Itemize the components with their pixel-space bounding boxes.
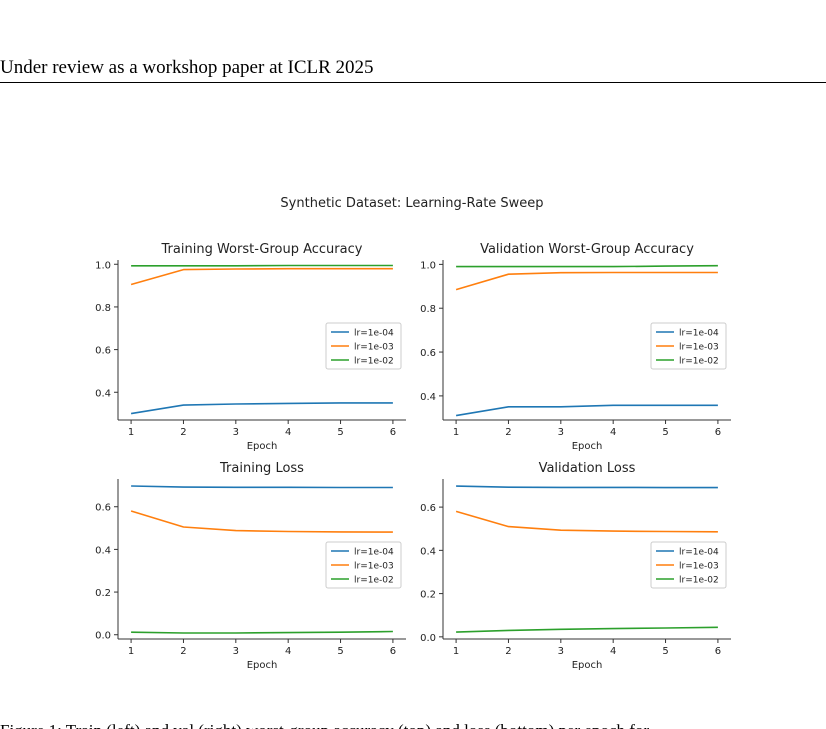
panel-title: Training Loss [219,461,304,476]
legend-label: lr=1e-02 [354,357,394,367]
legend-label: lr=1e-03 [679,343,719,353]
series-line-lr=1e-04 [456,485,718,489]
x-axis-label: Epoch [572,660,603,671]
x-axis-label: Epoch [572,441,603,452]
x-axis-label: Epoch [247,441,278,452]
legend-label: lr=1e-03 [679,562,719,572]
panel-title: Validation Loss [539,461,636,476]
x-tick-label: 2 [180,646,186,657]
x-tick-label: 1 [128,646,134,657]
y-tick-label: 0.8 [420,304,436,315]
y-tick-label: 0.6 [420,348,436,359]
figure-suptitle: Synthetic Dataset: Learning-Rate Sweep [280,196,543,211]
series-line-lr=1e-04 [455,404,718,417]
legend-label: lr=1e-04 [679,548,719,558]
x-tick-label: 3 [233,427,239,438]
figure-caption: Figure 1: Train (left) and val (right) w… [0,716,826,729]
x-tick-label: 2 [180,427,186,438]
series-line-lr=1e-02 [456,264,718,268]
series-line-lr=1e-02 [131,630,393,634]
legend-box [325,541,402,589]
y-tick-label: 0.4 [420,546,436,557]
y-tick-label: 0.0 [95,631,111,642]
x-tick-label: 4 [285,427,291,438]
series-line-lr=1e-02 [456,626,718,633]
legend-box [650,322,727,370]
y-tick-label: 0.2 [420,590,436,601]
chart-panel-3: Training Loss 1 2 3 4 5 6 0.0 0.2 0.4 0.6 Epoch lr=1… [95,461,406,671]
series-line-lr=1e-03 [130,267,393,286]
legend-label: lr=1e-02 [354,576,394,586]
legend: lr=1e-04 lr=1e-03 lr=1e-02 [325,322,402,370]
x-tick-label: 3 [558,646,564,657]
page-header: Under review as a workshop paper at ICLR… [0,57,826,83]
x-tick-label: 3 [233,646,239,657]
legend-label: lr=1e-03 [354,562,394,572]
series-line-lr=1e-04 [130,402,393,415]
series-line-lr=1e-03 [455,271,718,291]
y-tick-label: 0.4 [95,545,111,556]
x-tick-label: 2 [505,646,511,657]
series-line-lr=1e-04 [131,485,393,489]
chart-panel-4: Validation Loss 1 2 3 4 5 6 0.0 0.2 0.4 0.6 Epoch lr… [420,461,731,671]
y-tick-label: 0.6 [420,503,436,514]
x-tick-label: 6 [390,427,396,438]
y-tick-label: 1.0 [95,260,111,271]
x-tick-label: 6 [715,646,721,657]
legend-label: lr=1e-04 [354,329,394,339]
panel-title: Training Worst-Group Accuracy [161,242,363,257]
chart-panel-2: Validation Worst-Group Accuracy 1 2 3 4 5 6 0.4… [420,242,731,452]
x-tick-label: 3 [558,427,564,438]
legend-box [650,541,727,589]
legend-label: lr=1e-02 [679,357,719,367]
x-tick-label: 4 [610,646,616,657]
legend: lr=1e-04 lr=1e-03 lr=1e-02 [650,322,727,370]
y-tick-label: 0.0 [420,633,436,644]
series-line-lr=1e-03 [455,510,718,533]
y-tick-label: 1.0 [420,260,436,271]
x-tick-label: 4 [285,646,291,657]
legend: lr=1e-04 lr=1e-03 lr=1e-02 [325,541,402,589]
series-line-lr=1e-03 [130,510,393,533]
x-tick-label: 5 [662,646,668,657]
legend-label: lr=1e-03 [354,343,394,353]
y-tick-label: 0.4 [420,392,436,403]
panel-title: Validation Worst-Group Accuracy [480,242,694,257]
x-tick-label: 1 [453,646,459,657]
x-tick-label: 6 [715,427,721,438]
y-tick-label: 0.8 [95,303,111,314]
header-text: Under review as a workshop paper at ICLR… [0,57,374,78]
x-tick-label: 4 [610,427,616,438]
y-tick-label: 0.2 [95,588,111,599]
legend-box [325,322,402,370]
y-tick-label: 0.6 [95,346,111,357]
x-tick-label: 5 [337,427,343,438]
x-tick-label: 1 [453,427,459,438]
x-tick-label: 5 [662,427,668,438]
legend: lr=1e-04 lr=1e-03 lr=1e-02 [650,541,727,589]
x-axis-label: Epoch [247,660,278,671]
y-tick-label: 0.4 [95,388,111,399]
x-tick-label: 2 [505,427,511,438]
legend-label: lr=1e-02 [679,576,719,586]
x-tick-label: 1 [128,427,134,438]
x-tick-label: 6 [390,646,396,657]
chart-panel-1: Training Worst-Group Accuracy 1 2 3 4 5 6 0.4 0.… [95,242,406,452]
legend-label: lr=1e-04 [679,329,719,339]
y-tick-label: 0.6 [95,503,111,514]
legend-label: lr=1e-04 [354,548,394,558]
x-tick-label: 5 [337,646,343,657]
